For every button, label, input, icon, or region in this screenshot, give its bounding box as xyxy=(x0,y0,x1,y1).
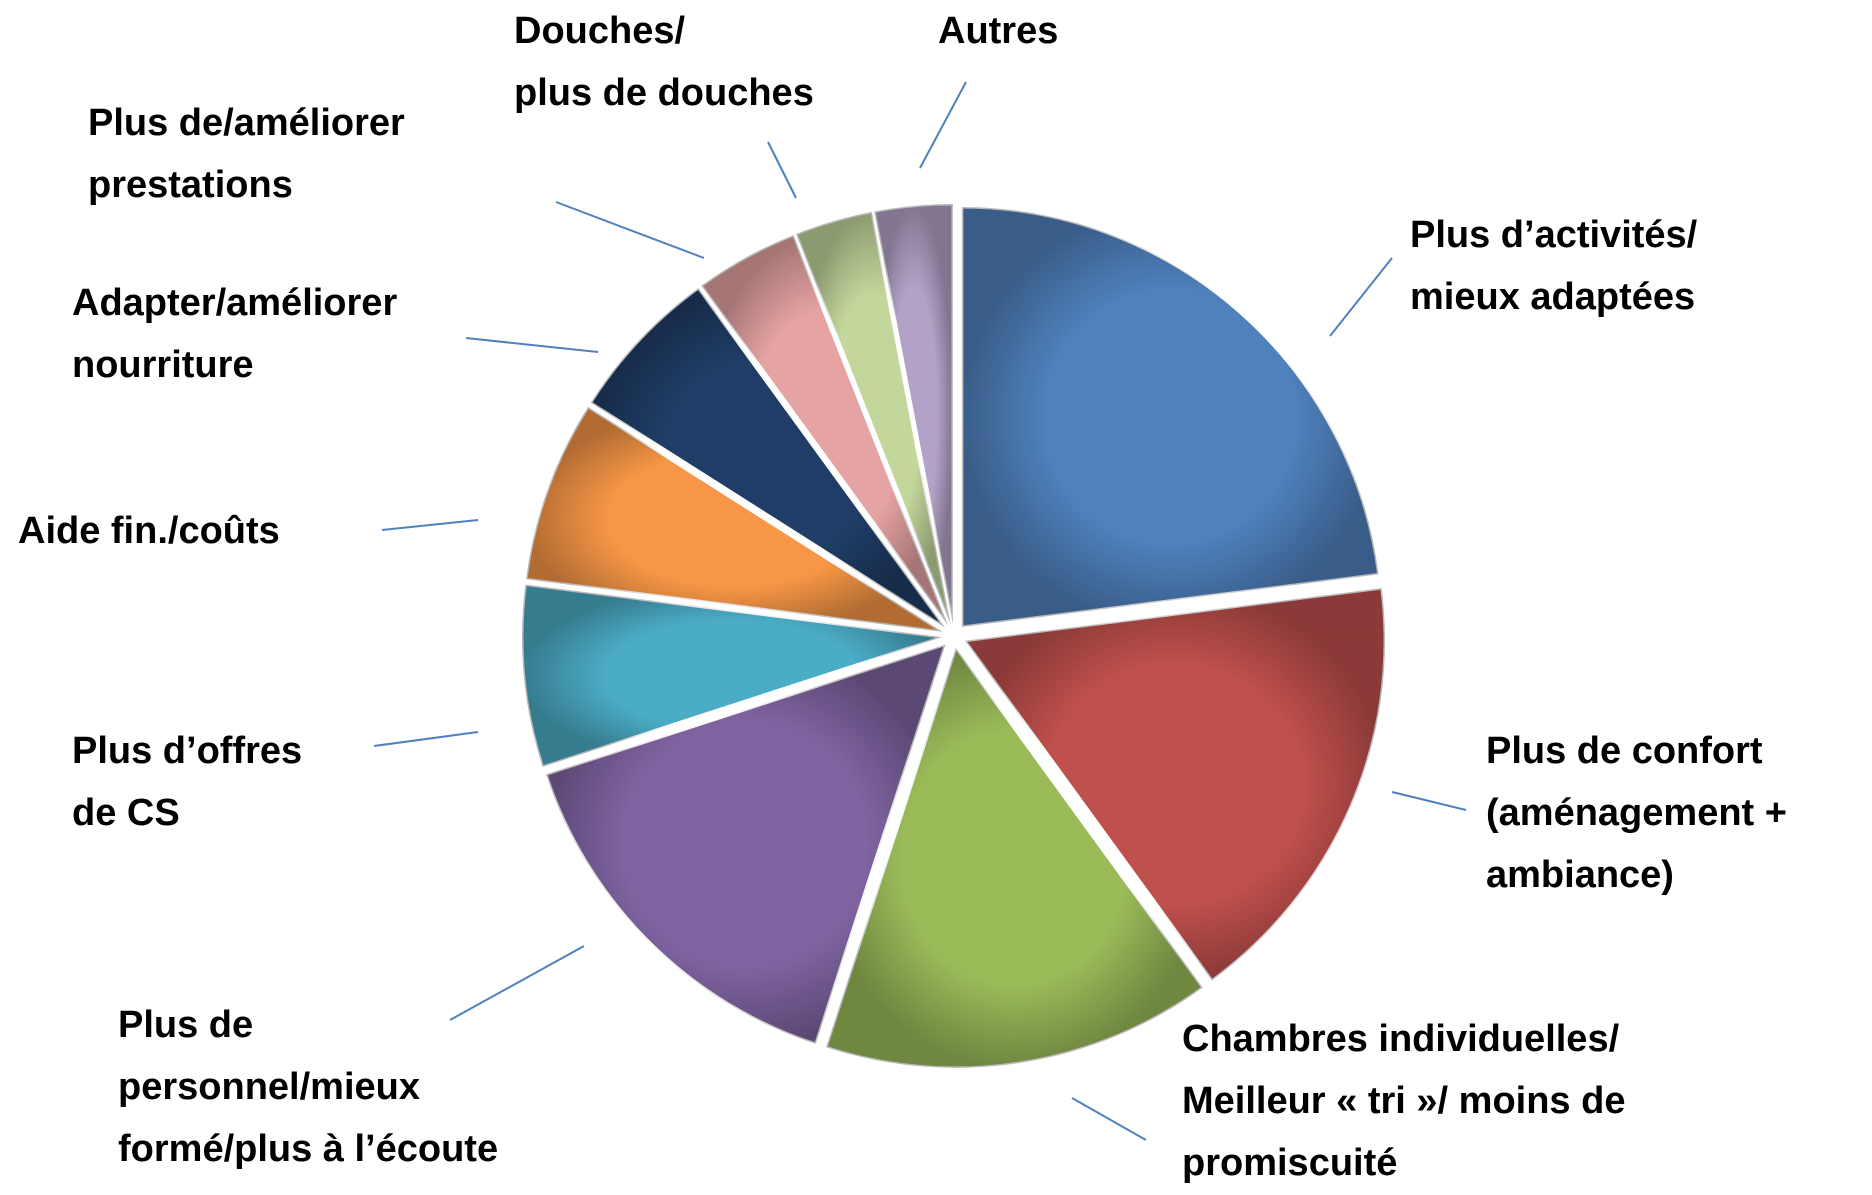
leader-line xyxy=(919,81,967,169)
leader-line xyxy=(373,731,479,747)
leader-line xyxy=(381,519,479,531)
slice-shade xyxy=(701,234,949,626)
slice-label: Autres xyxy=(938,10,1059,52)
leader-line xyxy=(465,337,599,353)
slice-label: Aide fin./coûts xyxy=(18,510,280,552)
leader-line xyxy=(555,201,705,259)
slice-shade xyxy=(826,647,1203,1068)
slice-label: Adapter/améliorer nourriture xyxy=(72,282,398,386)
slice-label: Plus de/améliorer prestations xyxy=(88,102,405,206)
leader-line xyxy=(1071,1097,1147,1141)
slice-label: Chambres individuelles/ Meilleur « tri »… xyxy=(1182,1018,1626,1184)
slice-label: Plus de confort (aménagement + ambiance) xyxy=(1486,730,1787,896)
leader-line xyxy=(767,141,797,199)
slice-label: Douches/ plus de douches xyxy=(514,10,814,114)
slice-label: Plus d’offres de CS xyxy=(72,730,303,834)
slice-shade xyxy=(526,406,943,632)
leader-line xyxy=(1391,791,1467,811)
slice-label: Plus d’activités/ mieux adaptées xyxy=(1410,214,1698,318)
slice-shade xyxy=(546,644,946,1044)
slice-label: Plus de personnel/mieux formé/plus à l’é… xyxy=(118,1004,499,1170)
leader-line xyxy=(1329,257,1393,337)
slice-shade xyxy=(961,206,1379,627)
slice-shade xyxy=(522,584,943,767)
leader-line xyxy=(449,945,585,1021)
slice-shade xyxy=(874,204,953,625)
slice-shade xyxy=(965,588,1386,981)
slice-shade xyxy=(796,211,951,625)
slice-shade xyxy=(590,287,946,628)
